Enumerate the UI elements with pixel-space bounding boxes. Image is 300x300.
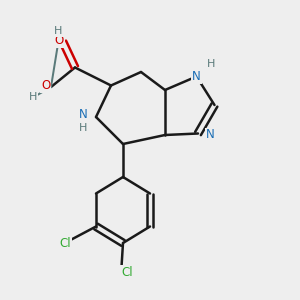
Text: H: H: [79, 123, 88, 134]
Text: O: O: [55, 34, 64, 47]
Text: H: H: [54, 26, 63, 37]
Text: O: O: [41, 79, 50, 92]
Text: H: H: [207, 59, 215, 69]
Text: N: N: [79, 108, 88, 121]
Text: Cl: Cl: [121, 266, 133, 279]
Text: N: N: [206, 128, 215, 142]
Text: N: N: [192, 70, 201, 83]
Text: Cl: Cl: [59, 237, 71, 250]
Text: H: H: [29, 92, 37, 103]
